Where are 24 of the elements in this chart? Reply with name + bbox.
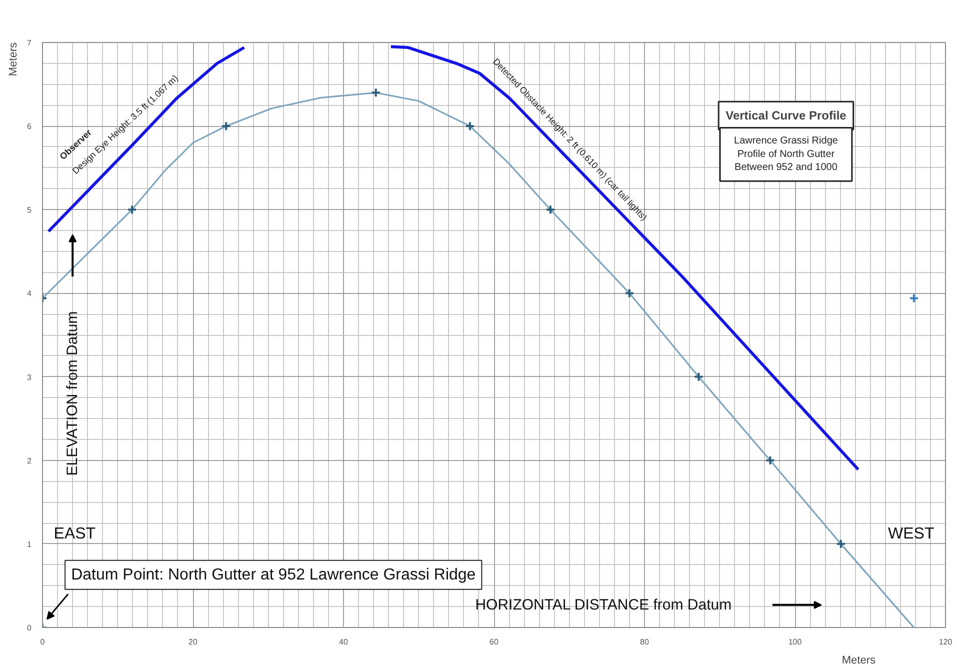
annotation: ELEVATION from Datum [64, 311, 82, 476]
text: Vertical Curve Profile [726, 108, 847, 123]
annotation: EAST [54, 525, 96, 542]
x-tick-label: 120 [938, 638, 953, 646]
y-tick-label: 6 [27, 122, 32, 132]
y-tick-label: 7 [27, 38, 32, 48]
y-tick-label: 5 [27, 206, 32, 215]
annotation: WEST [888, 525, 934, 542]
x-tick-label: 20 [188, 638, 198, 646]
y-tick-label: 2 [27, 456, 32, 466]
x-tick-label: 100 [788, 638, 802, 646]
x-tick-label: 0 [40, 638, 46, 646]
text: Lawrence Grassi Ridge Profile of North Gutter Between 952 and 1000 [734, 136, 838, 174]
y-axis-title: Meters [8, 42, 20, 76]
x-tick-label: 40 [339, 638, 348, 646]
annotation: Datum Point: North Gutter at 952 Lawrence Grassi Ridge [71, 566, 476, 584]
x-axis-title: Meters [842, 654, 876, 666]
y-tick-label: 4 [27, 289, 32, 298]
y-tick-label: 3 [27, 372, 32, 382]
y-tick-label: 1 [27, 540, 32, 549]
y-tick-label: 0 [27, 624, 32, 632]
x-tick-label: 80 [640, 638, 650, 646]
x-tick-label: 60 [490, 638, 499, 646]
annotation: HORIZONTAL DISTANCE from Datum [475, 596, 732, 614]
